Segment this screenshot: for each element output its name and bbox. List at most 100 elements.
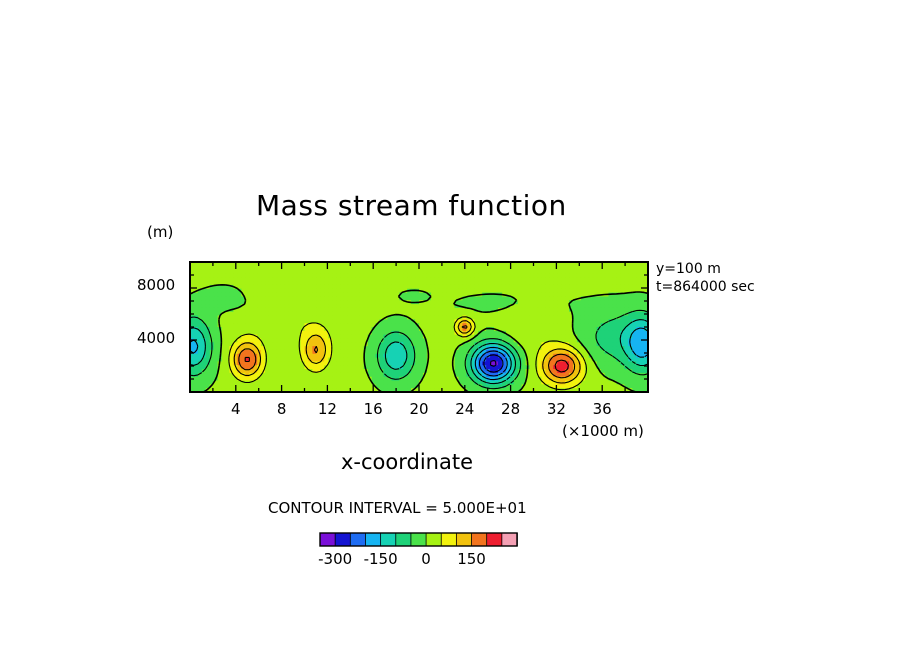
- contour-cell: [474, 365, 479, 370]
- contour-cell: [320, 327, 325, 332]
- contour-cell: [474, 334, 479, 340]
- contour-cell: [541, 384, 546, 389]
- contour-cell: [636, 380, 641, 385]
- x-tick-label: 20: [409, 400, 428, 418]
- contour-cell: [237, 338, 242, 343]
- contour-cell: [225, 330, 231, 336]
- contour-cell: [533, 277, 539, 282]
- contour-cell: [537, 361, 542, 366]
- contour-cell: [482, 353, 487, 359]
- contour-cell: [221, 346, 227, 351]
- info-y-position: y=100 m: [656, 261, 721, 277]
- contour-cell: [608, 265, 614, 271]
- contour-cell: [205, 388, 211, 393]
- contour-cell: [632, 327, 637, 332]
- contour-cell: [375, 342, 381, 347]
- contour-cell: [620, 300, 625, 305]
- contour-cell: [355, 281, 361, 286]
- contour-cell: [332, 372, 337, 378]
- contour-cell: [541, 296, 546, 301]
- contour-cell: [620, 338, 625, 343]
- contour-cell: [426, 334, 432, 340]
- contour-cell: [209, 384, 215, 389]
- contour-cell: [545, 372, 550, 378]
- contour-cell: [422, 319, 428, 324]
- contour-cell: [249, 384, 254, 389]
- contour-cell: [209, 277, 215, 282]
- contour-cell: [245, 265, 250, 271]
- contour-cell: [383, 380, 389, 385]
- contour-cell: [213, 288, 219, 294]
- contour-cell: [569, 319, 574, 324]
- contour-cell: [193, 265, 199, 271]
- contour-cell: [434, 353, 440, 359]
- contour-cell: [276, 372, 282, 378]
- contour-cell: [501, 288, 507, 294]
- contour-cell: [320, 365, 325, 370]
- contour-cell: [596, 357, 602, 363]
- contour-cell: [201, 311, 207, 317]
- contour-cell: [490, 265, 495, 271]
- contour-cell: [553, 380, 558, 385]
- contour-cell: [343, 323, 349, 328]
- contour-cell: [359, 330, 365, 336]
- contour-cell: [213, 304, 219, 309]
- contour-cell: [340, 327, 345, 332]
- contour-cell: [537, 334, 542, 340]
- contour-cell: [513, 372, 519, 378]
- contour-cell: [272, 265, 278, 271]
- contour-cell: [193, 388, 199, 393]
- contour-cell: [632, 311, 637, 317]
- contour-cell: [612, 334, 618, 340]
- contour-cell: [604, 342, 610, 347]
- contour-cell: [197, 269, 203, 275]
- contour-cell: [501, 307, 507, 313]
- contour-cell: [545, 265, 550, 271]
- contour-cell: [434, 330, 440, 336]
- contour-cell: [328, 338, 333, 343]
- contour-cell: [249, 307, 254, 313]
- contour-cell: [328, 376, 333, 382]
- contour-cell: [201, 330, 207, 336]
- contour-cell: [612, 315, 618, 320]
- contour-cell: [616, 349, 621, 355]
- contour-cell: [316, 376, 321, 382]
- contour-cell: [280, 369, 286, 374]
- contour-cell: [604, 388, 610, 393]
- contour-cell: [193, 284, 199, 290]
- contour-cell: [549, 323, 554, 328]
- contour-cell: [347, 361, 353, 366]
- contour-cell: [351, 334, 357, 340]
- contour-cell: [253, 327, 258, 332]
- contour-cell: [482, 372, 487, 378]
- contour-cell: [569, 353, 574, 359]
- contour-cell: [407, 388, 412, 393]
- contour-cell: [644, 357, 649, 363]
- contour-cell: [529, 284, 535, 290]
- contour-cell: [620, 262, 625, 267]
- contour-cell: [458, 262, 464, 267]
- contour-cell: [383, 284, 389, 290]
- contour-cell: [265, 319, 270, 324]
- contour-cell: [268, 342, 274, 347]
- contour-cell: [343, 262, 349, 267]
- contour-cell: [201, 349, 207, 355]
- contour-cell: [478, 342, 483, 347]
- contour-cell: [446, 273, 452, 278]
- contour-cell: [644, 269, 649, 275]
- contour-cell: [265, 369, 270, 374]
- contour-cell: [644, 296, 649, 301]
- contour-cell: [612, 296, 618, 301]
- contour-cell: [201, 288, 207, 294]
- contour-cell: [347, 292, 353, 298]
- contour-cell: [383, 323, 389, 328]
- contour-cell: [193, 353, 199, 359]
- contour-cell: [261, 304, 266, 309]
- contour-cell: [525, 284, 531, 290]
- contour-cell: [600, 288, 606, 294]
- contour-cell: [284, 269, 290, 275]
- contour-cell: [324, 365, 329, 370]
- contour-cell: [363, 307, 369, 313]
- contour-cell: [237, 346, 242, 351]
- contour-cell: [328, 277, 333, 282]
